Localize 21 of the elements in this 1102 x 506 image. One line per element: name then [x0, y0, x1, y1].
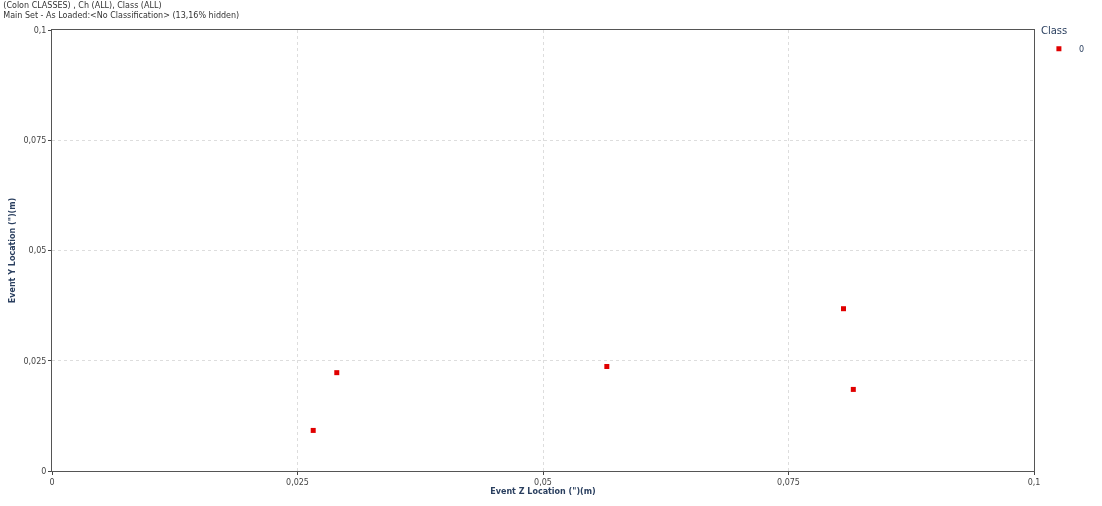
point — [850, 386, 856, 392]
x-tick-label: 0,05 — [534, 477, 552, 487]
y-tick-label: 0,1 — [33, 25, 47, 35]
point — [840, 306, 846, 312]
legend-label: 0 — [1078, 44, 1084, 54]
x-axis-title: Event Z Location (")(m) — [490, 486, 596, 496]
y-axis-title: Event Y Location (")(m) — [8, 197, 18, 304]
point — [604, 363, 610, 369]
x-tick-label: 0,075 — [777, 477, 800, 487]
x-tick-label: 0,025 — [286, 477, 309, 487]
y-tick-label: 0,025 — [23, 356, 47, 366]
chart-title: (Colon CLASSES) , Ch (ALL), Class (ALL) — [3, 0, 162, 10]
legend-title: Class — [1040, 25, 1068, 37]
point — [310, 427, 316, 433]
point — [334, 370, 340, 376]
x-tick-label: 0 — [49, 477, 55, 487]
chart-subtitle: Main Set - As Loaded:<No Classification> (13,16% hidden) — [3, 10, 240, 20]
y-tick-label: 0,05 — [28, 246, 47, 256]
x-tick-label: 0,1 — [1027, 477, 1041, 487]
y-tick-label: 0 — [41, 466, 47, 476]
y-tick-label: 0,075 — [23, 136, 47, 146]
